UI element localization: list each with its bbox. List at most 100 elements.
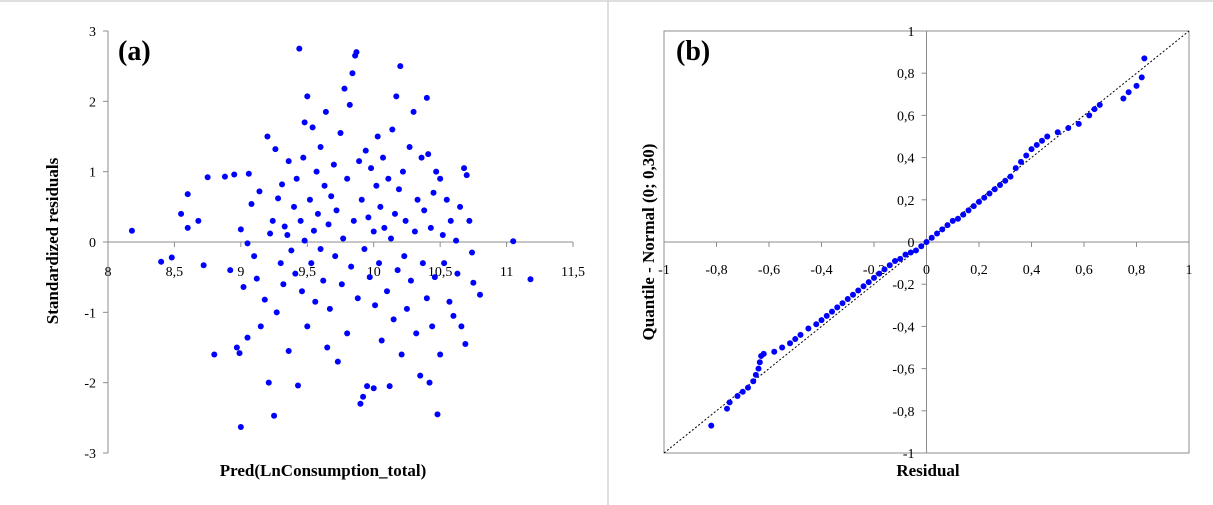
- panel-b-data-point: [1065, 125, 1072, 132]
- panel-a-data-point: [317, 144, 324, 151]
- panel-a-data-point: [245, 170, 252, 177]
- panel-a-data-point: [233, 344, 240, 351]
- panel-b-data-point: [805, 325, 812, 332]
- panel-a-data-point: [195, 217, 202, 224]
- panel-a-data-point: [458, 323, 465, 330]
- panel-a-data-point: [390, 316, 397, 323]
- panel-a-x-tick-label: 8: [105, 265, 112, 280]
- panel-a-data-point: [265, 379, 272, 386]
- panel-a-data-point: [344, 330, 351, 337]
- panel-a-data-point: [269, 217, 276, 224]
- panel-b-x-tick-label: -0,6: [758, 263, 780, 278]
- panel-a-axes: [107, 31, 573, 453]
- panel-b-x-tick-label: -0,8: [705, 263, 727, 278]
- panel-a-data-point: [398, 351, 405, 358]
- panel-b-data-point: [755, 365, 762, 372]
- panel-b-points: [708, 55, 1148, 429]
- panel-a-data-point: [308, 260, 315, 267]
- panel-a-data-point: [457, 203, 464, 210]
- panel-a-x-tick-label: 10,5: [428, 265, 453, 280]
- panel-a-data-point: [423, 295, 430, 302]
- panel-a-y-tick-label: 0: [89, 236, 96, 251]
- panel-a-data-point: [393, 93, 400, 100]
- panel-a-y-title: Standardized residuals: [43, 157, 62, 324]
- panel-a-data-point: [236, 350, 243, 357]
- panel-b-data-point: [1033, 141, 1040, 148]
- panel-b-data-point: [1002, 177, 1009, 184]
- panel-b-y-tick-label: 1: [908, 25, 915, 40]
- panel-b-data-point: [1138, 74, 1145, 81]
- panel-a-data-point: [441, 260, 448, 267]
- panel-b-data-point: [907, 249, 914, 256]
- panel-b-data-point: [949, 217, 956, 224]
- panel-b-data-point: [734, 393, 741, 400]
- panel-b-x-tick-label: 0,4: [1023, 263, 1041, 278]
- panel-a-data-point: [333, 207, 340, 214]
- panel-a-data-point: [447, 217, 454, 224]
- panel-a-data-point: [466, 217, 473, 224]
- panel-a-data-point: [128, 227, 135, 234]
- panel-a-data-point: [309, 124, 316, 131]
- panel-a-data-point: [330, 161, 337, 168]
- panel-b-data-point: [965, 207, 972, 214]
- panel-b-data-point: [752, 371, 759, 378]
- panel-a-data-point: [446, 298, 453, 305]
- panel-b-data-point: [897, 255, 904, 262]
- panel-b-data-point: [739, 388, 746, 395]
- panel-a-data-point: [296, 45, 303, 52]
- panel-b-data-point: [823, 312, 830, 319]
- panel-a-data-point: [373, 182, 380, 189]
- panel-a-data-point: [184, 191, 191, 198]
- panel-a-data-point: [439, 231, 446, 238]
- panel-a-data-point: [434, 411, 441, 418]
- panel-a-data-point: [325, 221, 332, 228]
- panel-a-data-point: [271, 412, 278, 419]
- panel-a-data-point: [288, 247, 295, 254]
- panel-a-data-point: [200, 262, 207, 269]
- panel-b-data-point: [913, 247, 919, 254]
- panel-a-data-point: [272, 146, 279, 153]
- panel-b-x-ticks: -1 -0,8 -0,6 -0,4 -0,2 0 0,2 0,4 0,6 0,8 1: [658, 242, 1193, 278]
- panel-b-data-point: [1039, 137, 1045, 144]
- panel-a-data-point: [300, 154, 307, 161]
- panel-b-data-point: [1044, 133, 1051, 140]
- panel-b-y-title: Quantile - Normal (0; 0,30): [639, 144, 658, 341]
- panel-a-data-point: [384, 288, 390, 295]
- panel-a-data-point: [221, 173, 228, 180]
- panel-a-y-tick-label: 1: [89, 166, 96, 181]
- panel-a-data-point: [386, 383, 393, 390]
- panel-a-data-point: [285, 158, 292, 165]
- panel-a-data-point: [324, 344, 331, 351]
- panel-b-y-tick-label: 0: [908, 236, 915, 251]
- panel-a-data-point: [304, 93, 311, 100]
- panel-a-data-point: [365, 214, 372, 221]
- panel-a-data-point: [322, 108, 329, 115]
- panel-a-data-point: [337, 129, 344, 136]
- panel-b-data-point: [760, 350, 767, 357]
- panel-a-data-point: [431, 274, 438, 281]
- panel-a-data-point: [304, 323, 311, 330]
- panel-b-x-title: Residual: [896, 461, 960, 480]
- panel-a-data-point: [461, 165, 468, 172]
- panel-b-data-point: [991, 186, 998, 193]
- panel-a-data-point: [385, 175, 392, 182]
- panel-a-data-point: [346, 101, 353, 108]
- panel-a-data-point: [348, 263, 355, 270]
- panel-a-data-point: [358, 196, 365, 203]
- panel-a-data-point: [264, 133, 271, 140]
- panel-b-data-point: [876, 270, 883, 277]
- panel-a-data-point: [469, 249, 476, 256]
- panel-a-data-point: [350, 217, 357, 224]
- panel-a-data-point: [257, 323, 264, 330]
- panel-a-data-point: [267, 230, 274, 237]
- panel-b-data-point: [886, 262, 893, 269]
- panel-a-data-point: [277, 260, 284, 267]
- panel-a-data-point: [510, 238, 517, 245]
- panel-a-data-point: [477, 291, 483, 298]
- panel-a-data-point: [248, 201, 255, 208]
- panel-b-x-tick-label: 1: [1186, 263, 1193, 278]
- panel-a-data-point: [443, 196, 450, 203]
- panel-a-data-point: [237, 423, 244, 430]
- panel-b-data-point: [918, 243, 925, 250]
